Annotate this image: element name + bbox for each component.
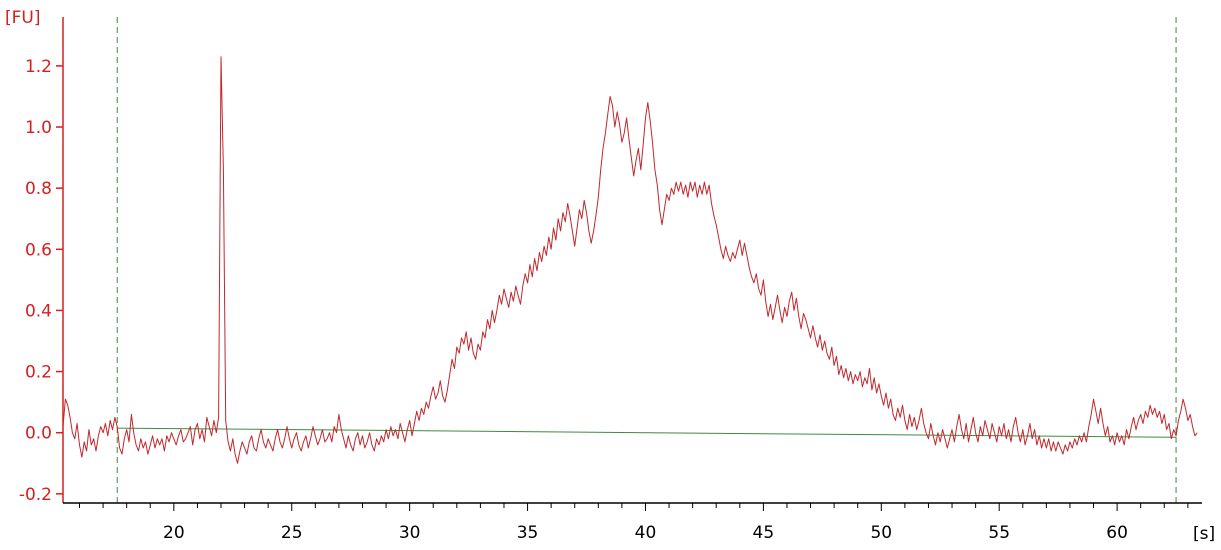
y-axis-unit-label: [FU] [5,8,41,28]
x-tick-label: 25 [281,523,303,543]
x-tick-label: 55 [988,523,1010,543]
region-markers [116,17,1177,503]
x-ticks: 20 25 30 35 40 45 50 55 60 [79,503,1189,543]
baseline-line [117,427,1177,438]
baseline-layer [117,427,1177,438]
x-tick-label: 60 [1106,523,1128,543]
x-tick-label: 20 [163,523,185,543]
y-tick-label: -0.2 [19,485,52,505]
x-tick-label: 35 [517,523,539,543]
y-tick-label: 0.4 [25,301,52,321]
y-tick-label: 0.2 [25,363,52,383]
signal-trace-line [62,56,1198,464]
y-ticks: -0.2 0.0 0.2 0.4 0.6 0.8 1.0 1.2 [19,57,63,505]
series-layer [62,56,1198,464]
y-tick-label: 1.2 [25,57,52,77]
x-tick-label: 50 [870,523,892,543]
y-tick-label: 0.0 [25,424,52,444]
y-tick-label: 1.0 [25,118,52,138]
x-tick-label: 45 [753,523,775,543]
x-axis-unit-label: [s] [1193,524,1215,544]
y-tick-label: 0.6 [25,240,52,260]
x-tick-label: 30 [399,523,421,543]
y-tick-label: 0.8 [25,179,52,199]
x-tick-label: 40 [635,523,657,543]
axes: [FU] [s] [5,8,1215,544]
